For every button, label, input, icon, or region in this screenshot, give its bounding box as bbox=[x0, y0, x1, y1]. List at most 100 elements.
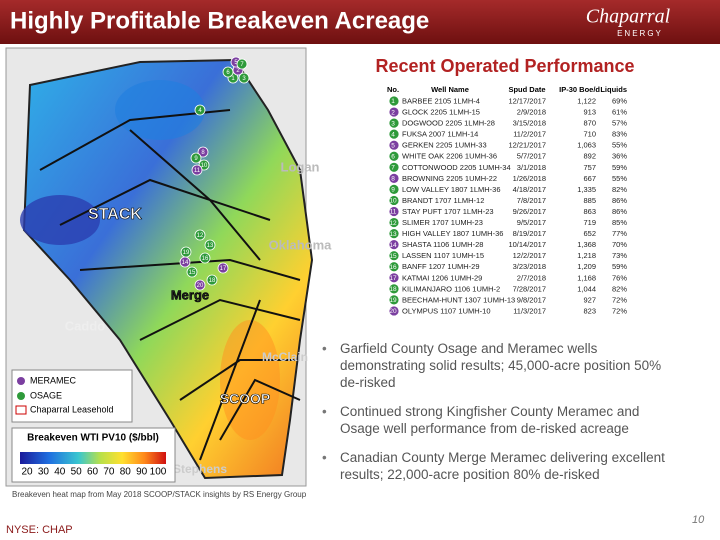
map-label: Logan bbox=[281, 159, 320, 174]
row-number-badge bbox=[389, 118, 399, 128]
table-cell: 36% bbox=[612, 152, 627, 161]
table-cell: 719 bbox=[583, 218, 596, 227]
table-cell: 69% bbox=[612, 96, 627, 105]
table-cell: COTTONWOOD 2205 1UMH-34 bbox=[402, 163, 511, 172]
colorbar-tick: 40 bbox=[54, 467, 66, 478]
well-marker-label: 15 bbox=[189, 270, 196, 276]
table-cell: 59% bbox=[612, 262, 627, 271]
table-cell: 3/15/2018 bbox=[513, 119, 546, 128]
row-number: 7 bbox=[391, 165, 395, 172]
table-header: Spud Date bbox=[508, 85, 545, 94]
row-number: 2 bbox=[391, 109, 395, 116]
table-cell: 3/1/2018 bbox=[517, 163, 546, 172]
row-number-badge bbox=[389, 162, 399, 172]
table-cell: 82% bbox=[612, 284, 627, 293]
row-number: 8 bbox=[391, 176, 395, 183]
table-cell: GLOCK 2205 1LMH-15 bbox=[402, 108, 480, 117]
well-marker-label: 4 bbox=[198, 108, 202, 114]
table-cell: BARBEE 2105 1LMH-4 bbox=[402, 96, 480, 105]
table-cell: 7/28/2017 bbox=[513, 284, 546, 293]
table-cell: 8/19/2017 bbox=[513, 229, 546, 238]
row-number: 4 bbox=[391, 131, 395, 138]
table-cell: SLIMER 1707 1UMH-23 bbox=[402, 218, 483, 227]
row-number: 12 bbox=[389, 220, 397, 227]
row-number-badge bbox=[389, 173, 399, 183]
row-number-badge bbox=[389, 129, 399, 139]
row-number-badge bbox=[389, 262, 399, 272]
map-label: Stephens bbox=[173, 462, 227, 476]
table-cell: 823 bbox=[583, 306, 596, 315]
table-cell: 12/2/2017 bbox=[513, 251, 546, 260]
row-number-badge bbox=[389, 306, 399, 316]
colorbar-tick: 50 bbox=[71, 467, 83, 478]
row-number: 6 bbox=[391, 153, 395, 160]
table-cell: 1,335 bbox=[577, 185, 596, 194]
well-marker-label: 7 bbox=[240, 62, 244, 68]
table-cell: 57% bbox=[612, 119, 627, 128]
table-cell: 2/7/2018 bbox=[517, 273, 546, 282]
footer: NYSE: CHAP bbox=[6, 524, 73, 536]
table-cell: KILIMANJARO 1106 1UMH-2 bbox=[402, 284, 500, 293]
bullet: Garfield County Osage and Meramec wells … bbox=[322, 340, 675, 391]
row-number: 17 bbox=[389, 275, 397, 282]
table-cell: 4/18/2017 bbox=[513, 185, 546, 194]
header-bar bbox=[0, 0, 720, 44]
row-number-badge bbox=[389, 206, 399, 217]
table-cell: BROWNING 2205 1UMH-22 bbox=[402, 174, 497, 183]
table-cell: 85% bbox=[612, 218, 627, 227]
table-cell: 12/17/2017 bbox=[508, 96, 546, 105]
table-cell: 7/8/2017 bbox=[517, 196, 546, 205]
legend-text: MERAMEC bbox=[30, 375, 77, 385]
table-cell: STAY PUFT 1707 1LMH-23 bbox=[402, 207, 494, 216]
well-marker-label: 12 bbox=[197, 233, 204, 239]
colorbar-tick: 60 bbox=[87, 467, 99, 478]
bullets: Garfield County Osage and Meramec wells … bbox=[322, 340, 675, 495]
table-cell: SHASTA 1106 1UMH-28 bbox=[402, 240, 483, 249]
well-marker-label: 17 bbox=[220, 266, 227, 272]
page-number: 10 bbox=[692, 514, 705, 526]
table-cell: 59% bbox=[612, 163, 627, 172]
well-marker bbox=[194, 104, 206, 116]
row-number: 5 bbox=[391, 142, 395, 149]
table-cell: 82% bbox=[612, 185, 627, 194]
table-cell: 1,368 bbox=[577, 240, 596, 249]
row-number: 18 bbox=[389, 286, 397, 293]
table-cell: 885 bbox=[583, 196, 596, 205]
table-cell: 870 bbox=[583, 119, 596, 128]
colorbar-title: Breakeven WTI PV10 ($/bbl) bbox=[27, 433, 159, 444]
colorbar-tick: 30 bbox=[38, 467, 50, 478]
table-cell: 9/5/2017 bbox=[517, 218, 546, 227]
well-marker-label: 2 bbox=[236, 68, 240, 74]
slide-title: Highly Profitable Breakeven Acreage bbox=[10, 7, 429, 34]
colorbar-tick: 70 bbox=[103, 467, 115, 478]
well-marker bbox=[199, 252, 211, 264]
well-marker bbox=[236, 58, 248, 70]
table-cell: 72% bbox=[612, 306, 627, 315]
row-number: 11 bbox=[390, 209, 397, 216]
table-cell: 9/26/2017 bbox=[513, 207, 546, 216]
map-label: Oklahoma bbox=[269, 237, 333, 252]
table-cell: WHITE OAK 2206 1UMH-36 bbox=[402, 152, 497, 161]
table-cell: 11/3/2017 bbox=[513, 306, 546, 315]
table-cell: 12/21/2017 bbox=[508, 141, 546, 150]
well-marker-label: 9 bbox=[194, 156, 198, 162]
row-number: 10 bbox=[389, 198, 397, 205]
well-marker-label: 14 bbox=[182, 260, 189, 266]
heat-blob bbox=[115, 80, 205, 140]
table-cell: 667 bbox=[583, 174, 596, 183]
well-marker-label: 19 bbox=[183, 250, 190, 256]
row-number-badge bbox=[389, 251, 399, 261]
table-cell: 757 bbox=[583, 163, 596, 172]
well-marker bbox=[206, 274, 218, 286]
table-cell: 1/26/2018 bbox=[513, 174, 546, 183]
legend-leasehold bbox=[15, 405, 27, 415]
table-header: Well Name bbox=[431, 85, 469, 94]
row-number: 16 bbox=[389, 264, 397, 271]
colorbar-tick: 80 bbox=[120, 467, 132, 478]
legend-meramec bbox=[17, 377, 25, 385]
table-cell: FUKSA 2007 1LMH-14 bbox=[402, 130, 478, 139]
table-cell: 72% bbox=[612, 295, 627, 304]
table-cell: 73% bbox=[612, 251, 627, 260]
